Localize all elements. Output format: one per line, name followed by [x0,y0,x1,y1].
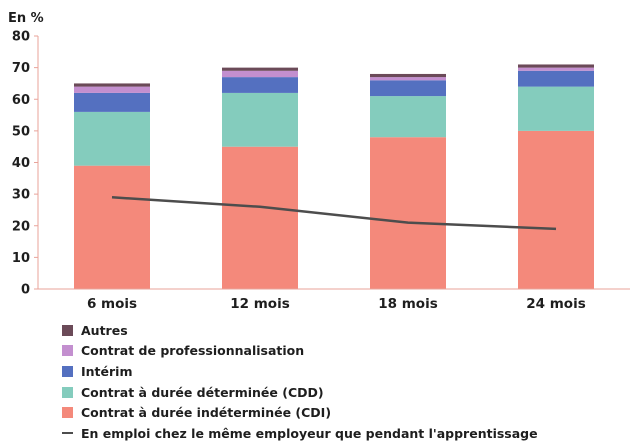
legend-label: Contrat à durée déterminée (CDD) [81,384,324,400]
bar-segment-0-3 [518,130,594,289]
y-tick-label: 40 [12,156,30,171]
bar-segment-3-1 [222,70,298,78]
bar-segment-4-1 [222,67,298,71]
legend-swatch [62,365,73,377]
bar-segment-2-1 [222,77,298,93]
legend-swatch [62,324,73,336]
y-axis-unit-label: En % [8,11,44,26]
bar-segment-3-3 [518,67,594,71]
legend-label: Autres [81,322,128,338]
bar-segment-0-1 [222,146,298,289]
x-tick-label: 18 mois [378,296,438,310]
bar-segment-4-2 [370,73,446,78]
bar-segment-1-2 [370,96,446,138]
x-tick-label: 12 mois [230,296,290,310]
y-tick-label: 50 [12,124,30,139]
bar-segment-0-2 [370,137,446,289]
bar-segment-4-3 [518,64,594,68]
bar-segment-2-0 [74,92,150,112]
legend-item: Contrat de professionnalisation [62,341,538,362]
bar-segment-1-1 [222,92,298,147]
legend-line-swatch [62,432,73,435]
bar-segment-2-2 [370,80,446,97]
legend-swatch [62,386,73,398]
legend-label: En emploi chez le même employeur que pen… [81,425,538,441]
same-employer-line [111,196,557,231]
bar-segment-3-0 [74,86,150,93]
y-axis-ticks: 0 10 20 30 40 50 60 70 80 [12,30,38,298]
bar-segment-2-3 [518,70,594,87]
y-tick-label: 30 [12,188,30,203]
bar-segment-3-2 [370,77,446,81]
legend-swatch [62,407,73,419]
stacked-bar-chart: En % 0 10 20 30 40 50 60 70 80 6 mois 12 mois 18 m… [8,11,630,310]
y-tick-label: 60 [12,93,30,108]
bar-segment-4-0 [74,83,150,87]
legend-label: Intérim [81,363,133,379]
legend-swatch [62,345,73,357]
y-tick-label: 80 [12,30,30,45]
x-axis-labels: 6 mois 12 mois 18 mois 24 mois [87,296,586,310]
bar-segment-1-0 [74,111,150,166]
legend-label: Contrat de professionnalisation [81,343,305,359]
y-tick-label: 10 [12,251,30,266]
x-tick-label: 6 mois [87,296,137,310]
legend-label: Contrat à durée indéterminée (CDI) [81,405,332,421]
bar-segment-0-0 [74,165,150,289]
bar-segment-1-3 [518,86,594,131]
legend-item: Autres [62,320,538,341]
y-tick-label: 0 [21,283,30,298]
legend-item: Contrat à durée déterminée (CDD) [62,382,538,403]
bars-group [74,64,594,289]
legend: Autres Contrat de professionnalisation Int… [62,320,538,444]
y-tick-label: 20 [12,219,30,234]
x-tick-label: 24 mois [526,296,586,310]
legend-item: Intérim [62,361,538,382]
legend-item: Contrat à durée indéterminée (CDI) [62,402,538,423]
legend-item: En emploi chez le même employeur que pen… [62,423,538,444]
y-tick-label: 70 [12,61,30,76]
